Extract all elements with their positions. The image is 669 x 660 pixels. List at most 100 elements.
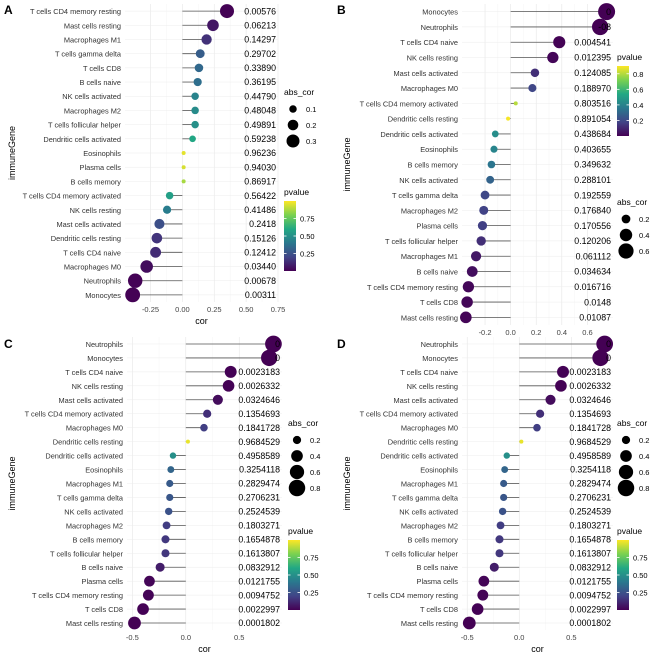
size-legend-title: abs_cor — [617, 418, 647, 428]
category-label: T cells CD4 memory resting — [32, 591, 123, 600]
category-label: Monocytes — [422, 8, 458, 17]
pvalue-label: 0.0094752 — [569, 590, 611, 600]
lollipop-point — [194, 63, 204, 73]
y-axis-title: immuneGene — [7, 126, 17, 180]
category-label: Dendritic cells activated — [45, 452, 123, 461]
pvalue-label: 0.061112 — [576, 251, 611, 261]
size-legend-label: 0.1 — [306, 105, 316, 114]
pvalue-label: 0.176840 — [574, 206, 611, 216]
pvalue-label: 0.0023183 — [238, 367, 280, 377]
category-label: Macrophages M0 — [401, 424, 458, 433]
size-legend-label: 0.2 — [639, 436, 649, 445]
x-tick-label: -0.5 — [461, 633, 474, 642]
pvalue-label: 0.01087 — [579, 313, 611, 323]
category-label: Eosinophils — [420, 466, 458, 475]
pvalue-label: 0.48048 — [244, 106, 276, 116]
category-label: Mast cells resting — [66, 619, 123, 628]
size-legend: abs_cor 0.2 0.4 0.6 0.8 — [617, 418, 649, 497]
pvalue-label: 0.0001802 — [569, 618, 611, 628]
lollipop-point — [528, 84, 537, 93]
x-tick-label: -0.25 — [142, 305, 159, 314]
color-legend-title: pvalue — [284, 187, 309, 197]
pvalue-label: 0.00576 — [244, 6, 276, 16]
category-label: Plasma cells — [417, 577, 459, 586]
category-label: Dendritic cells activated — [380, 130, 458, 139]
panel-letter: B — [337, 3, 346, 17]
category-label: Macrophages M2 — [64, 106, 121, 115]
x-axis-title: cor — [531, 644, 544, 654]
lollipop-point — [151, 232, 163, 244]
colorbar-label: 0.25 — [633, 589, 648, 598]
category-label: T cells CD4 naive — [400, 38, 458, 47]
category-label: Monocytes — [87, 354, 123, 363]
pvalue-label: 0.1354693 — [569, 409, 611, 419]
category-label: B cells memory — [407, 535, 458, 544]
pvalue-label: 0.00311 — [245, 290, 276, 300]
colorbar-label: 0.25 — [304, 589, 319, 598]
category-label: B cells naive — [82, 563, 124, 572]
size-legend-key — [617, 479, 635, 497]
x-tick-label: 0.0 — [505, 328, 515, 337]
size-legend-label: 0.8 — [310, 484, 320, 493]
category-label: B cells memory — [70, 177, 121, 186]
color-legend: pvalue 0.25 0.50 0.75 — [288, 526, 319, 610]
lollipop-point — [191, 106, 199, 115]
lollipop-point — [480, 190, 490, 200]
size-legend-title: abs_cor — [288, 418, 318, 428]
category-label: Macrophages M1 — [64, 35, 121, 44]
category-label: T cells CD4 memory resting — [30, 7, 121, 16]
category-label: T cells follicular helper — [385, 237, 459, 246]
size-legend-label: 0.3 — [306, 137, 316, 146]
x-tick-label: 0.6 — [582, 328, 592, 337]
pvalue-label: 0.2829474 — [569, 479, 611, 489]
size-legend-title: abs_cor — [617, 197, 647, 207]
pvalue-label: 0.1654878 — [238, 535, 280, 545]
category-label: T cells gamma delta — [392, 191, 459, 200]
category-label: Monocytes — [85, 291, 121, 300]
colorbar-label: 0.50 — [633, 571, 648, 580]
x-tick-label: 0.25 — [207, 305, 222, 314]
lollipop-point — [477, 589, 489, 601]
lollipop-point — [460, 311, 472, 324]
pvalue-label: 0.00678 — [244, 276, 276, 286]
pvalue-label: 0.170556 — [574, 221, 611, 231]
category-label: T cells CD4 memory activated — [360, 99, 458, 108]
lollipop-point — [222, 380, 235, 392]
size-legend-label: 0.6 — [639, 468, 649, 477]
category-label: T cells CD4 memory activated — [25, 410, 123, 419]
lollipop-point — [478, 575, 490, 587]
category-label: Plasma cells — [82, 577, 124, 586]
pvalue-label: 0.56422 — [244, 191, 276, 201]
lollipop-point — [181, 165, 186, 170]
lollipop-point — [203, 409, 212, 418]
colorbar-label: 0.50 — [304, 571, 319, 580]
lollipop-point — [495, 535, 504, 544]
category-label: Dendritic cells activated — [43, 135, 121, 144]
pvalue-label: 0.0022997 — [569, 604, 611, 614]
color-legend-title: pvalue — [617, 52, 642, 62]
category-label: NK cells resting — [70, 206, 121, 215]
lollipop-point — [471, 603, 484, 615]
pvalue-label: 0 — [606, 339, 611, 349]
pvalue-label: 0.3254118 — [570, 465, 611, 475]
size-legend-label: 0.4 — [310, 452, 320, 461]
category-label: T cells CD8 — [85, 605, 123, 614]
category-label: NK cells activated — [64, 507, 123, 516]
category-label: T cells CD8 — [420, 605, 458, 614]
category-label: T cells CD4 memory activated — [23, 192, 121, 201]
lollipop-point — [592, 349, 609, 367]
lollipop-point — [596, 335, 614, 353]
x-axis-title: cor — [195, 316, 208, 326]
category-label: Dendritic cells resting — [51, 234, 121, 243]
lollipop-point — [479, 205, 489, 215]
lollipop-point — [200, 423, 208, 432]
x-tick-label: 0.00 — [175, 305, 190, 314]
colorbar-label: 0.4 — [633, 101, 643, 110]
lollipop-point — [128, 616, 141, 630]
category-label: B cells naive — [417, 563, 459, 572]
category-label: T cells CD4 memory resting — [367, 591, 458, 600]
pvalue-label: 0.49891 — [244, 120, 276, 130]
lollipop-point — [486, 175, 495, 184]
size-legend: abs_cor 0.2 0.4 0.6 0.8 — [288, 418, 320, 497]
pvalue-label: 0.12412 — [244, 248, 276, 258]
